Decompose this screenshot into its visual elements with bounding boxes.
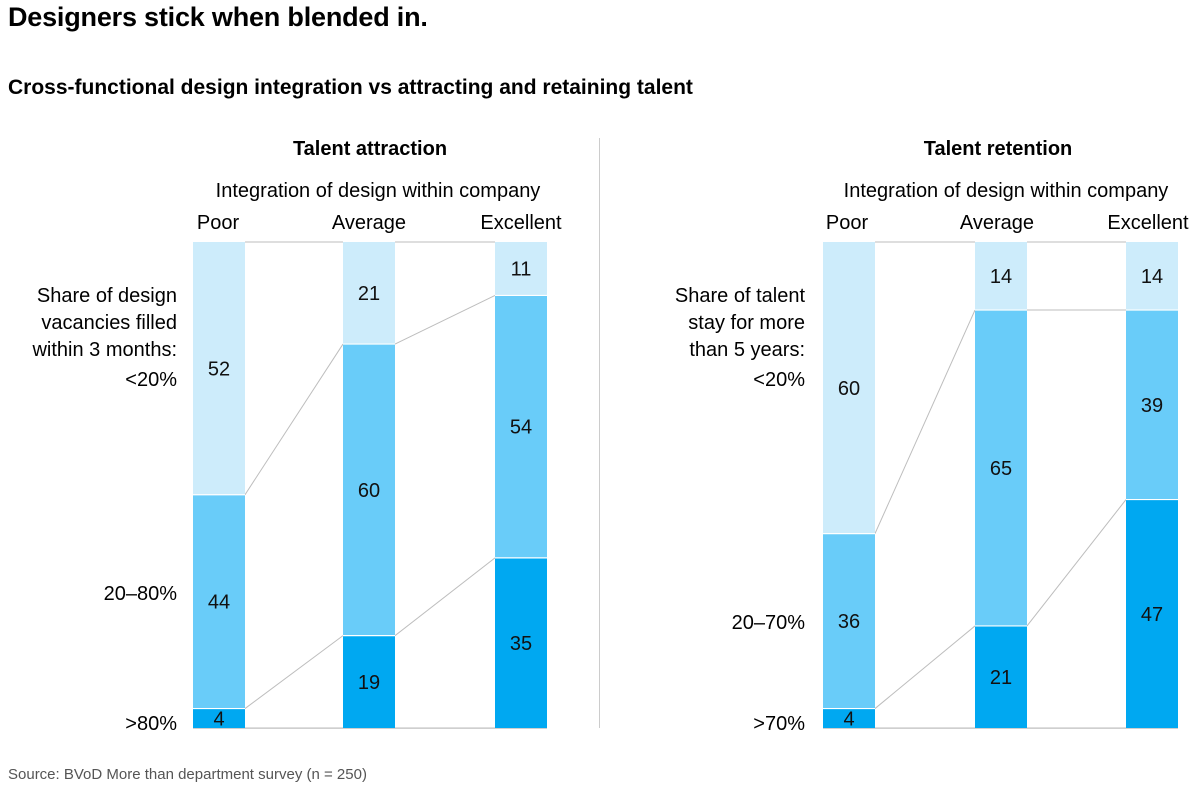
data-label-average-mid: 60 xyxy=(358,480,380,502)
data-label-poor-mid: 44 xyxy=(208,592,230,614)
category-label-excellent: Excellent xyxy=(1107,212,1189,234)
panel-title: Talent retention xyxy=(924,138,1073,160)
category-label-poor: Poor xyxy=(826,212,869,234)
connector-line xyxy=(1026,499,1127,627)
category-label-average: Average xyxy=(332,212,406,234)
y-axis-title-line-3: than 5 years: xyxy=(689,339,805,361)
data-label-excellent-low: 14 xyxy=(1141,266,1163,288)
series-label-high: >80% xyxy=(125,713,177,735)
panel-talent-retention: Talent retention Integration of design w… xyxy=(675,138,1189,735)
connector-line xyxy=(394,295,496,345)
connector-line xyxy=(394,557,496,637)
bar-segment-poor-high xyxy=(823,708,875,728)
data-label-average-mid: 65 xyxy=(990,458,1012,480)
bar-segment-excellent-low xyxy=(1126,242,1178,311)
data-label-poor-low: 60 xyxy=(838,378,860,400)
data-label-poor-high: 4 xyxy=(213,708,224,730)
x-axis-title: Integration of design within company xyxy=(216,180,541,202)
data-label-average-low: 21 xyxy=(358,283,380,305)
series-label-mid: 20–80% xyxy=(104,583,178,605)
x-axis-title: Integration of design within company xyxy=(844,180,1169,202)
bar-segment-average-low xyxy=(975,242,1027,311)
bar-segment-average-mid xyxy=(343,344,395,636)
connector-line xyxy=(244,635,344,709)
bar-segment-average-low xyxy=(343,242,395,345)
series-label-low: <20% xyxy=(753,369,805,391)
data-label-excellent-high: 35 xyxy=(510,633,532,655)
bar-segment-excellent-high xyxy=(1126,499,1178,728)
y-axis-title-line-2: stay for more xyxy=(688,312,805,334)
chart-title: Designers stick when blended in. xyxy=(8,2,428,32)
bar-segment-poor-mid xyxy=(823,533,875,709)
data-label-average-high: 21 xyxy=(990,667,1012,689)
bar-segment-poor-mid xyxy=(193,494,245,709)
bar-segment-excellent-high xyxy=(495,557,547,728)
connector-line xyxy=(874,625,976,709)
bar-segment-average-high xyxy=(343,635,395,728)
source-note: Source: BVoD More than department survey… xyxy=(8,766,367,783)
data-label-average-high: 19 xyxy=(358,672,380,694)
bar-segment-excellent-low xyxy=(495,242,547,296)
y-axis-title-line-2: vacancies filled xyxy=(41,312,177,334)
panel-talent-attraction: Talent attraction Integration of design … xyxy=(31,138,562,735)
category-label-poor: Poor xyxy=(197,212,240,234)
series-label-low: <20% xyxy=(125,369,177,391)
series-label-mid: 20–70% xyxy=(732,612,806,634)
category-label-excellent: Excellent xyxy=(480,212,562,234)
data-label-excellent-mid: 54 xyxy=(510,417,532,439)
data-label-poor-high: 4 xyxy=(843,708,854,730)
data-label-excellent-mid: 39 xyxy=(1141,395,1163,417)
data-label-poor-low: 52 xyxy=(208,358,230,380)
bar-segment-average-high xyxy=(975,625,1027,728)
data-label-average-low: 14 xyxy=(990,266,1012,288)
series-label-high: >70% xyxy=(753,713,805,735)
chart-subtitle: Cross-functional design integration vs a… xyxy=(8,76,693,99)
bar-segment-excellent-mid xyxy=(495,295,547,558)
y-axis-title-line-1: Share of talent xyxy=(675,285,806,307)
bar-segment-poor-high xyxy=(193,708,245,728)
connector-line xyxy=(244,343,344,495)
y-axis-title-line-1: Share of design xyxy=(37,285,177,307)
bar-segment-poor-low xyxy=(823,242,875,534)
bar-segment-average-mid xyxy=(975,310,1027,626)
category-label-average: Average xyxy=(960,212,1034,234)
data-label-poor-mid: 36 xyxy=(838,611,860,633)
data-label-excellent-low: 11 xyxy=(511,259,532,281)
data-label-excellent-high: 47 xyxy=(1141,604,1163,626)
connector-line xyxy=(874,309,976,534)
bar-segment-poor-low xyxy=(193,242,245,495)
panel-title: Talent attraction xyxy=(293,138,447,160)
y-axis-title-line-3: within 3 months: xyxy=(31,339,177,361)
bars-group: 60 36 4 14 65 21 14 39 47 xyxy=(823,241,1178,730)
bar-segment-excellent-mid xyxy=(1126,310,1178,500)
